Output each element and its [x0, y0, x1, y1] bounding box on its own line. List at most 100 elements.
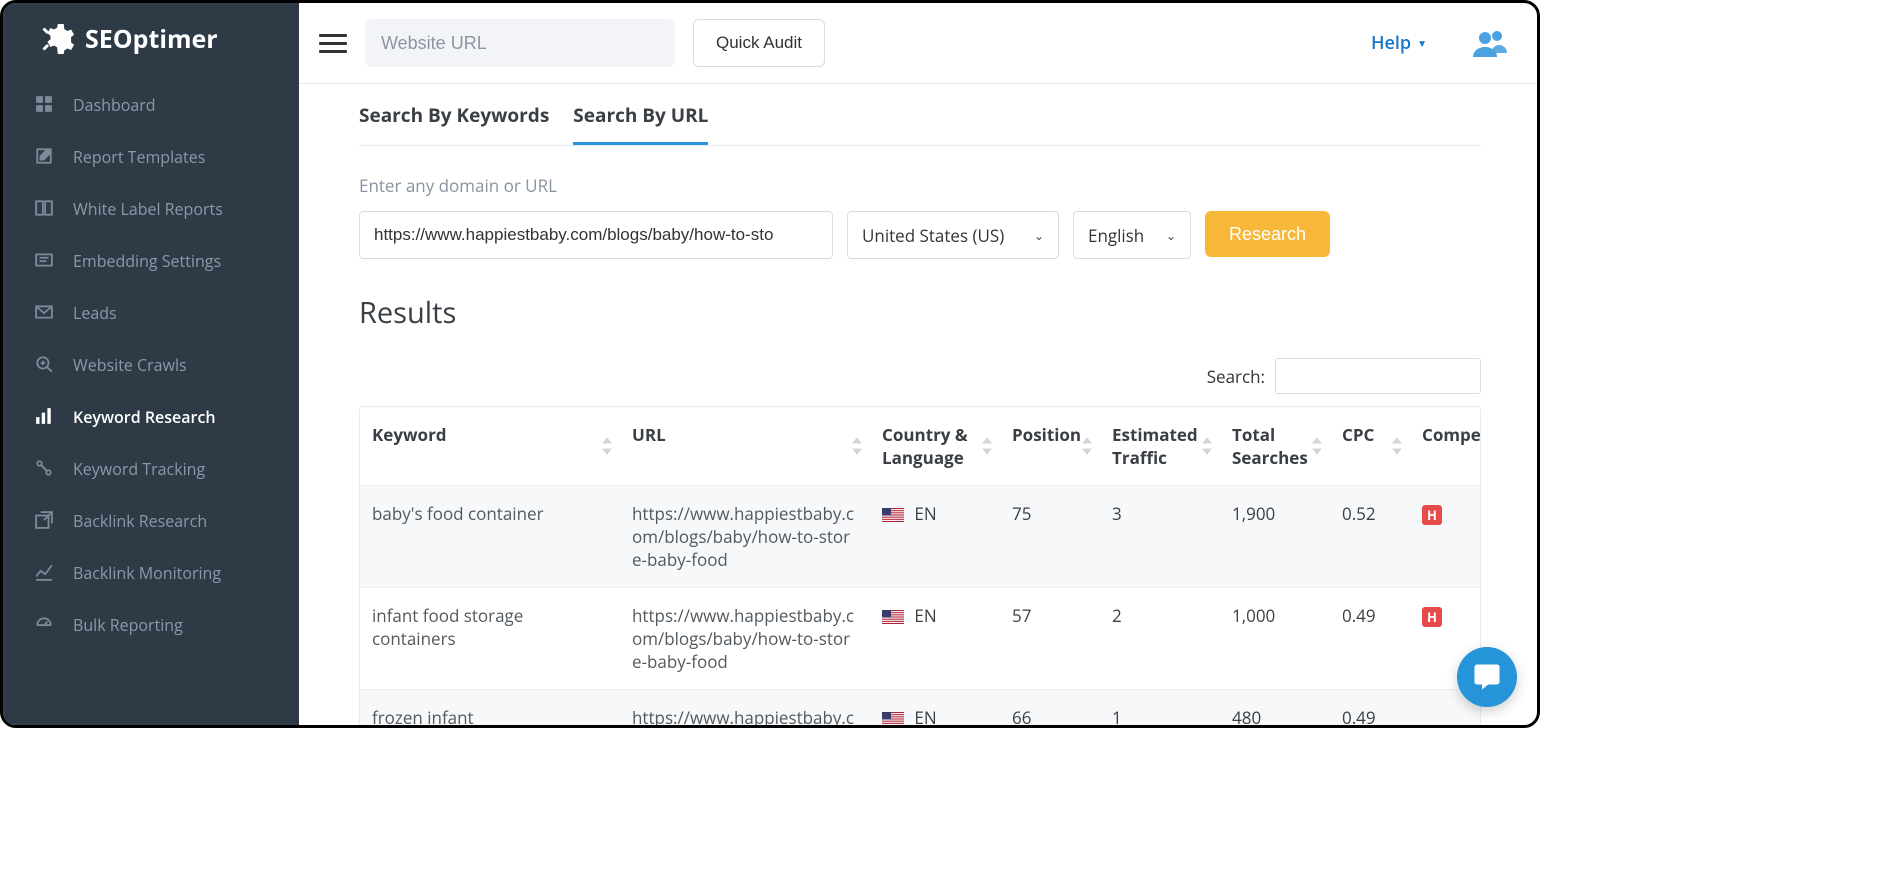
tab-search-by-keywords[interactable]: Search By Keywords — [359, 102, 549, 145]
chevron-down-icon: ⌄ — [1166, 227, 1176, 244]
traffic-cell: 3 — [1100, 486, 1220, 588]
competition-badge: H — [1422, 607, 1442, 627]
nav-label: Report Templates — [73, 146, 205, 168]
brand-name: SEOptimer — [85, 22, 218, 56]
keyword-cell: frozen infant — [360, 690, 620, 726]
nav-icon — [35, 459, 55, 479]
table-search-label: Search: — [1207, 365, 1265, 388]
tabs: Search By Keywords Search By URL — [359, 102, 1481, 146]
sidebar-item-keyword-tracking[interactable]: Keyword Tracking — [3, 443, 299, 495]
research-button[interactable]: Research — [1205, 211, 1330, 257]
nav-label: Embedding Settings — [73, 250, 221, 272]
table-row[interactable]: infant food storage containershttps://ww… — [360, 588, 1481, 690]
table-row[interactable]: frozen infanthttps://www.happiestbaby.co… — [360, 690, 1481, 726]
url-cell: https://www.happiestbaby.com/blogs/baby/… — [620, 588, 870, 690]
quick-audit-button[interactable]: Quick Audit — [693, 19, 825, 67]
sidebar-item-leads[interactable]: Leads — [3, 287, 299, 339]
nav-label: Keyword Tracking — [73, 458, 205, 480]
sidebar-item-backlink-research[interactable]: Backlink Research — [3, 495, 299, 547]
searches-cell: 480 — [1220, 690, 1330, 726]
nav-icon — [35, 563, 55, 583]
hamburger-icon[interactable] — [319, 29, 347, 57]
competition-cell: H — [1410, 486, 1481, 588]
table-header-row: Keyword URL Country & Language Position Esti… — [360, 407, 1481, 486]
competition-badge: H — [1422, 505, 1442, 525]
cpc-cell: 0.49 — [1330, 588, 1410, 690]
nav-icon — [35, 147, 55, 167]
sidebar-item-embedding-settings[interactable]: Embedding Settings — [3, 235, 299, 287]
topbar: Quick Audit Help ▼ — [299, 3, 1537, 84]
keyword-cell: baby's food container — [360, 486, 620, 588]
column-label: Country & Language — [882, 423, 968, 469]
position-cell: 66 — [1000, 690, 1100, 726]
help-menu[interactable]: Help ▼ — [1371, 31, 1427, 55]
nav-icon — [35, 199, 55, 219]
table-row[interactable]: baby's food containerhttps://www.happies… — [360, 486, 1481, 588]
nav-label: Backlink Research — [73, 510, 207, 532]
sidebar: SEOptimer Dashboard Report Templates White… — [3, 3, 299, 725]
nav-icon — [35, 95, 55, 115]
sidebar-item-report-templates[interactable]: Report Templates — [3, 131, 299, 183]
column-header[interactable]: Keyword — [360, 407, 620, 486]
nav-icon — [35, 303, 55, 323]
chat-button[interactable] — [1457, 647, 1517, 707]
sidebar-item-keyword-research[interactable]: Keyword Research — [3, 391, 299, 443]
searches-cell: 1,000 — [1220, 588, 1330, 690]
column-label: Compe — [1422, 423, 1481, 446]
nav-label: Backlink Monitoring — [73, 562, 221, 584]
sidebar-nav: Dashboard Report Templates White Label Rep… — [3, 79, 299, 651]
nav-label: Bulk Reporting — [73, 614, 183, 636]
website-url-input[interactable] — [365, 19, 675, 67]
column-header[interactable]: URL — [620, 407, 870, 486]
column-label: Keyword — [372, 423, 447, 446]
position-cell: 57 — [1000, 588, 1100, 690]
column-label: Estimated Traffic — [1112, 423, 1198, 469]
country-value: United States (US) — [862, 224, 1022, 247]
nav-icon — [35, 251, 55, 271]
nav-label: Keyword Research — [73, 406, 216, 428]
country-select[interactable]: United States (US) ⌄ — [847, 211, 1059, 259]
nav-label: Website Crawls — [73, 354, 187, 376]
position-cell: 75 — [1000, 486, 1100, 588]
domain-input[interactable] — [359, 211, 833, 259]
table-search-input[interactable] — [1275, 358, 1481, 394]
sidebar-item-bulk-reporting[interactable]: Bulk Reporting — [3, 599, 299, 651]
sidebar-item-website-crawls[interactable]: Website Crawls — [3, 339, 299, 391]
column-header[interactable]: Country & Language — [870, 407, 1000, 486]
column-label: Position — [1012, 423, 1081, 446]
column-header[interactable]: Estimated Traffic — [1100, 407, 1220, 486]
lang-cell: EN — [870, 486, 1000, 588]
brand-logo[interactable]: SEOptimer — [3, 3, 299, 79]
nav-icon — [35, 355, 55, 375]
users-icon[interactable] — [1473, 29, 1509, 57]
gear-icon — [39, 21, 75, 57]
traffic-cell: 1 — [1100, 690, 1220, 726]
column-header[interactable]: Compe — [1410, 407, 1481, 486]
results-table: Keyword URL Country & Language Position Esti… — [360, 407, 1481, 725]
column-header[interactable]: Total Searches — [1220, 407, 1330, 486]
results-table-wrap: Keyword URL Country & Language Position Esti… — [359, 406, 1481, 725]
cpc-cell: 0.49 — [1330, 690, 1410, 726]
column-label: URL — [632, 423, 666, 446]
url-cell: https://www.happiestbaby.com/blogs/baby/… — [620, 690, 870, 726]
url-cell: https://www.happiestbaby.com/blogs/baby/… — [620, 486, 870, 588]
sidebar-item-dashboard[interactable]: Dashboard — [3, 79, 299, 131]
column-header[interactable]: Position — [1000, 407, 1100, 486]
nav-label: White Label Reports — [73, 198, 223, 220]
searches-cell: 1,900 — [1220, 486, 1330, 588]
search-form: United States (US) ⌄ English ⌄ Research — [359, 211, 1481, 259]
lang-cell: EN — [870, 588, 1000, 690]
column-label: Total Searches — [1232, 423, 1308, 469]
tab-search-by-url[interactable]: Search By URL — [573, 102, 708, 145]
column-label: CPC — [1342, 423, 1374, 446]
results-heading: Results — [359, 293, 1481, 332]
nav-label: Dashboard — [73, 94, 156, 116]
column-header[interactable]: CPC — [1330, 407, 1410, 486]
keyword-cell: infant food storage containers — [360, 588, 620, 690]
sidebar-item-backlink-monitoring[interactable]: Backlink Monitoring — [3, 547, 299, 599]
nav-icon — [35, 511, 55, 531]
language-select[interactable]: English ⌄ — [1073, 211, 1191, 259]
sidebar-item-white-label-reports[interactable]: White Label Reports — [3, 183, 299, 235]
nav-icon — [35, 407, 55, 427]
nav-icon — [35, 615, 55, 635]
